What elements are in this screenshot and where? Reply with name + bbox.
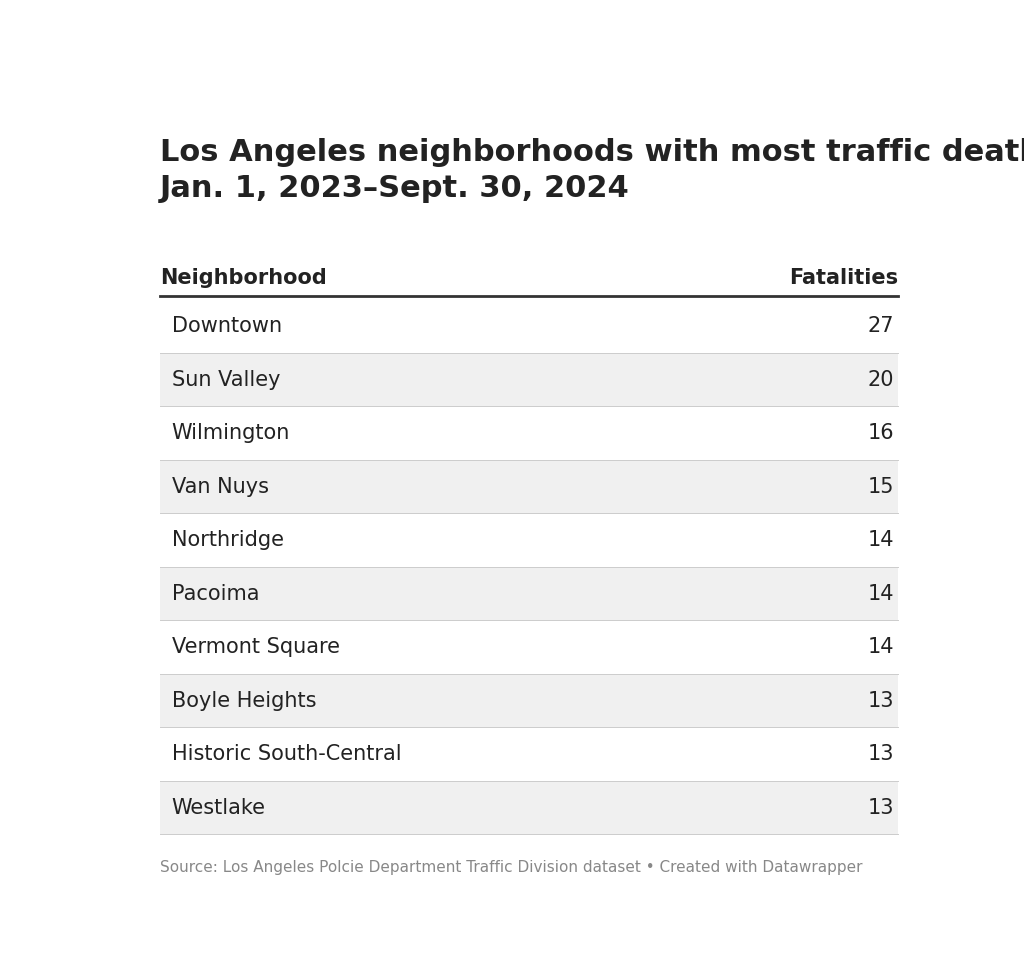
Bar	[160, 674, 898, 728]
Text: 14: 14	[867, 637, 894, 657]
Bar	[160, 299, 898, 353]
Bar	[160, 620, 898, 674]
Bar	[160, 460, 898, 513]
Text: 15: 15	[867, 477, 894, 497]
Text: Boyle Heights: Boyle Heights	[172, 691, 316, 710]
Text: Westlake: Westlake	[172, 798, 265, 817]
Text: 13: 13	[867, 691, 894, 710]
Text: Vermont Square: Vermont Square	[172, 637, 340, 657]
Text: 13: 13	[867, 798, 894, 817]
Bar	[160, 781, 898, 835]
Bar	[160, 728, 898, 781]
Text: Van Nuys: Van Nuys	[172, 477, 268, 497]
Text: Fatalities: Fatalities	[788, 268, 898, 289]
Bar	[160, 513, 898, 566]
Text: 14: 14	[867, 584, 894, 603]
Text: 13: 13	[867, 744, 894, 764]
Bar	[160, 353, 898, 406]
Text: 27: 27	[867, 317, 894, 336]
Text: Los Angeles neighborhoods with most traffic deaths,
Jan. 1, 2023–Sept. 30, 2024: Los Angeles neighborhoods with most traf…	[160, 138, 1024, 203]
Text: Sun Valley: Sun Valley	[172, 370, 281, 390]
Text: Neighborhood: Neighborhood	[160, 268, 327, 289]
Bar	[160, 566, 898, 620]
Text: 14: 14	[867, 530, 894, 550]
Bar	[160, 406, 898, 460]
Text: Historic South-Central: Historic South-Central	[172, 744, 401, 764]
Text: Wilmington: Wilmington	[172, 423, 290, 443]
Text: Pacoima: Pacoima	[172, 584, 259, 603]
Text: 20: 20	[867, 370, 894, 390]
Text: Downtown: Downtown	[172, 317, 282, 336]
Text: Source: Los Angeles Polcie Department Traffic Division dataset • Created with Da: Source: Los Angeles Polcie Department Tr…	[160, 861, 862, 875]
Text: 16: 16	[867, 423, 894, 443]
Text: Northridge: Northridge	[172, 530, 284, 550]
